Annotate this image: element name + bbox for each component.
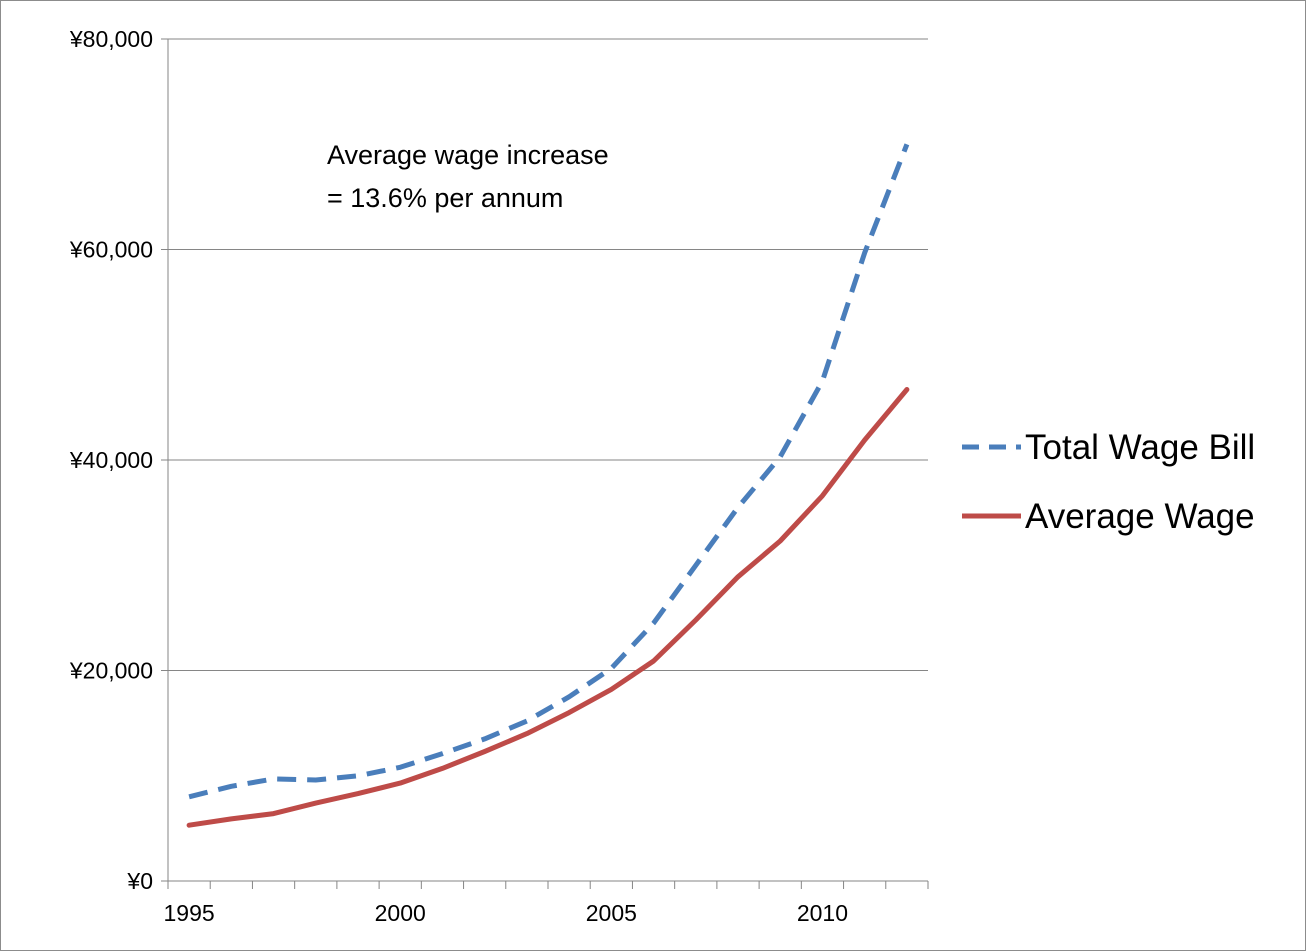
y-tick-label: ¥0 xyxy=(126,868,153,894)
y-tick-label: ¥20,000 xyxy=(69,658,153,684)
annotation: Average wage increase = 13.6% per annum xyxy=(327,140,609,213)
legend-label: Average Wage xyxy=(1025,497,1255,536)
series-line-average-wage xyxy=(186,387,910,828)
gridlines xyxy=(168,38,928,671)
x-tick-label: 2010 xyxy=(797,900,848,926)
axes: ¥0 ¥20,000 ¥40,000 ¥60,000 ¥80,000 1995 2000 20… xyxy=(69,26,929,926)
annotation-line-2: = 13.6% per annum xyxy=(327,183,563,213)
annotation-line-1: Average wage increase xyxy=(327,140,609,170)
x-tick-label: 2005 xyxy=(586,900,637,926)
series-line-total-wage-bill xyxy=(188,143,910,800)
y-tick-label: ¥40,000 xyxy=(69,447,153,473)
x-tick-label: 2000 xyxy=(375,900,426,926)
legend: Total Wage Bill Average Wage xyxy=(962,428,1255,536)
legend-label: Total Wage Bill xyxy=(1025,428,1255,467)
y-tick-label: ¥60,000 xyxy=(69,237,153,263)
x-tick-label: 1995 xyxy=(164,900,215,926)
series-lines xyxy=(186,143,910,828)
y-tick-label: ¥80,000 xyxy=(69,26,153,52)
